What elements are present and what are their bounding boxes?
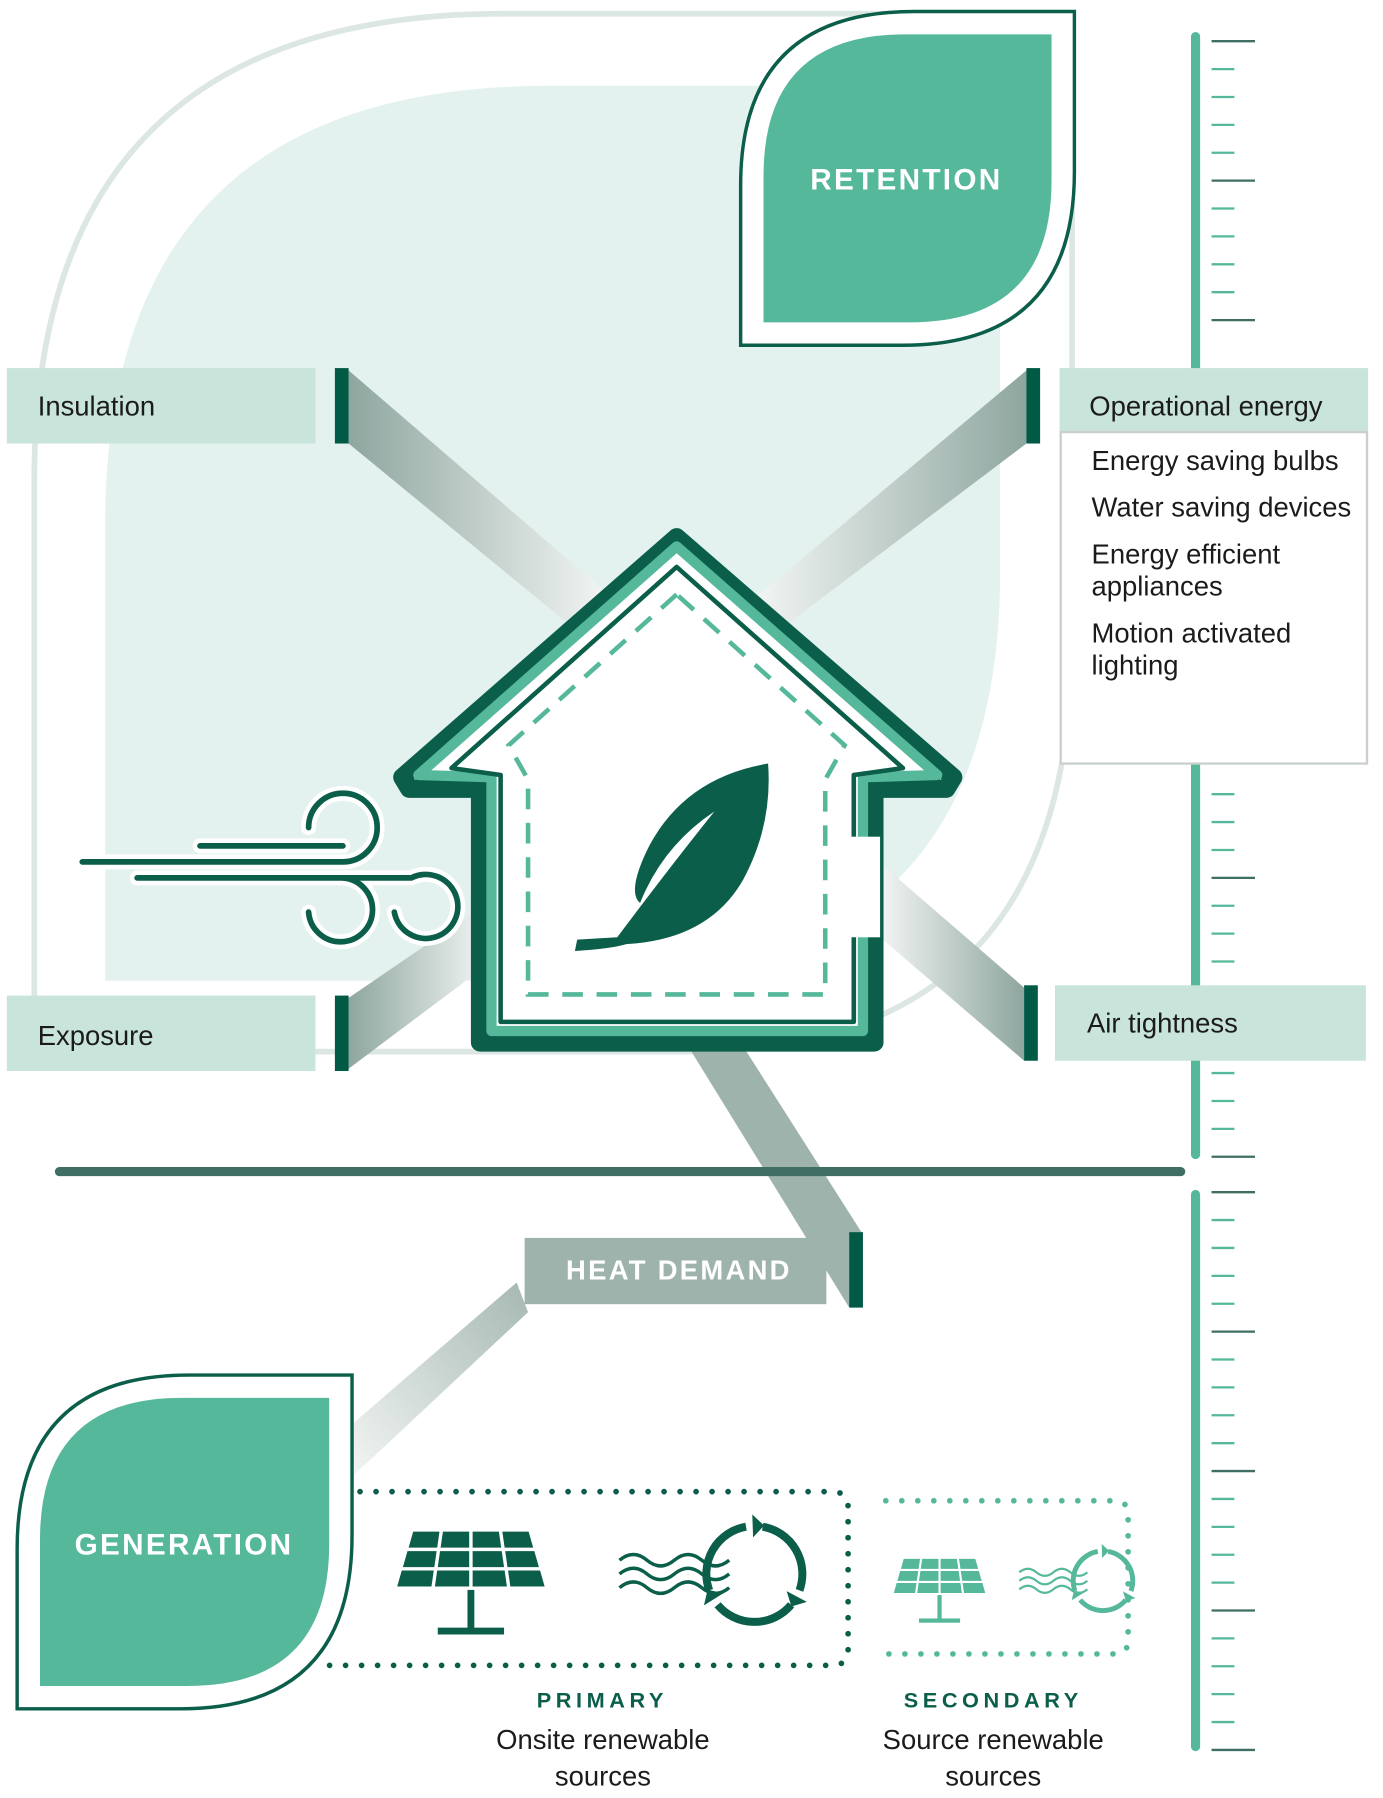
solar-cell [403, 1551, 437, 1567]
primary-description: Onsite renewable sources [451, 1723, 754, 1796]
cycle-arc [1080, 1600, 1126, 1611]
solar-cell [473, 1570, 507, 1586]
solar-cell [901, 1559, 920, 1569]
solar-cell [505, 1551, 539, 1567]
insulation-label: Insulation [38, 390, 155, 421]
air-tightness-label: Air tightness [1087, 1008, 1238, 1039]
cycle-icon [1019, 1544, 1135, 1611]
primary-desc: Onsite renewable sources [451, 1723, 754, 1798]
solar-cell [963, 1583, 986, 1593]
label-bar [335, 368, 349, 443]
solar-cell [917, 1583, 938, 1593]
solar-cell [941, 1559, 959, 1569]
heat-demand-label: HEAT DEMAND [566, 1254, 792, 1285]
label-bar [1024, 985, 1038, 1060]
secondary-description: Source renewable sources [844, 1723, 1143, 1796]
cycle-icon [619, 1515, 806, 1622]
wave [1019, 1577, 1087, 1584]
solar-cell [438, 1551, 469, 1567]
solar-cell [502, 1532, 533, 1548]
solar-cell [435, 1570, 469, 1586]
cycle-arc [763, 1527, 803, 1591]
generation-label: GENERATION [75, 1528, 294, 1561]
solar-icon [894, 1559, 985, 1623]
secondary-desc: Source renewable sources [844, 1723, 1143, 1798]
operational-energy-label: Operational energy [1089, 390, 1323, 421]
cycle-arrow [1102, 1544, 1109, 1558]
beam [880, 863, 1024, 1061]
list: Energy saving bulbs Water saving devices E… [1092, 446, 1362, 760]
cycle-arrow [752, 1515, 764, 1538]
body: RETENTION Insulation Operational energy … [0, 0, 1383, 1798]
solar-pole [937, 1595, 941, 1620]
solar-base [438, 1628, 504, 1635]
solar-cell [473, 1532, 502, 1548]
solar-cell [409, 1532, 440, 1548]
wave [1019, 1586, 1087, 1593]
solar-cell [508, 1570, 545, 1586]
page: {"retention": "RETENTION", "generation":… [0, 0, 1383, 1798]
list-item: Energy efficient appliances [1092, 540, 1362, 604]
cycle-arc [718, 1605, 792, 1622]
solar-cell [897, 1571, 918, 1581]
list-item: Water saving devices [1092, 493, 1362, 525]
label-bar [849, 1232, 863, 1307]
solar-cell [959, 1559, 978, 1569]
primary-box [314, 1492, 848, 1666]
solar-cell [441, 1532, 470, 1548]
ruler [1196, 37, 1255, 1750]
primary-tag: PRIMARY [537, 1688, 668, 1713]
solar-base [919, 1618, 960, 1622]
solar-cell [919, 1571, 938, 1581]
solar-cell [961, 1571, 982, 1581]
solar-cell [921, 1559, 939, 1569]
solar-cell [894, 1583, 917, 1593]
list-item: Energy saving bulbs [1092, 446, 1362, 478]
label-bar [335, 996, 349, 1071]
solar-icon [397, 1532, 544, 1635]
solar-cell [941, 1571, 960, 1581]
solar-cell [397, 1570, 434, 1586]
secondary-tag: SECONDARY [904, 1688, 1083, 1713]
retention-label: RETENTION [810, 164, 1002, 197]
list-items: Energy saving bulbs Water saving devices E… [1092, 446, 1362, 683]
label-bar [1026, 368, 1040, 443]
list-item: Motion activated lighting [1092, 618, 1362, 682]
wave [619, 1582, 729, 1593]
diagram: RETENTION Insulation Operational energy … [0, 0, 1383, 1798]
exposure-label: Exposure [38, 1020, 154, 1051]
solar-pole [467, 1590, 474, 1630]
solar-cell [473, 1551, 504, 1567]
house-gap [846, 837, 880, 938]
solar-cell [941, 1583, 962, 1593]
wave [619, 1568, 729, 1579]
beam [352, 1282, 528, 1476]
